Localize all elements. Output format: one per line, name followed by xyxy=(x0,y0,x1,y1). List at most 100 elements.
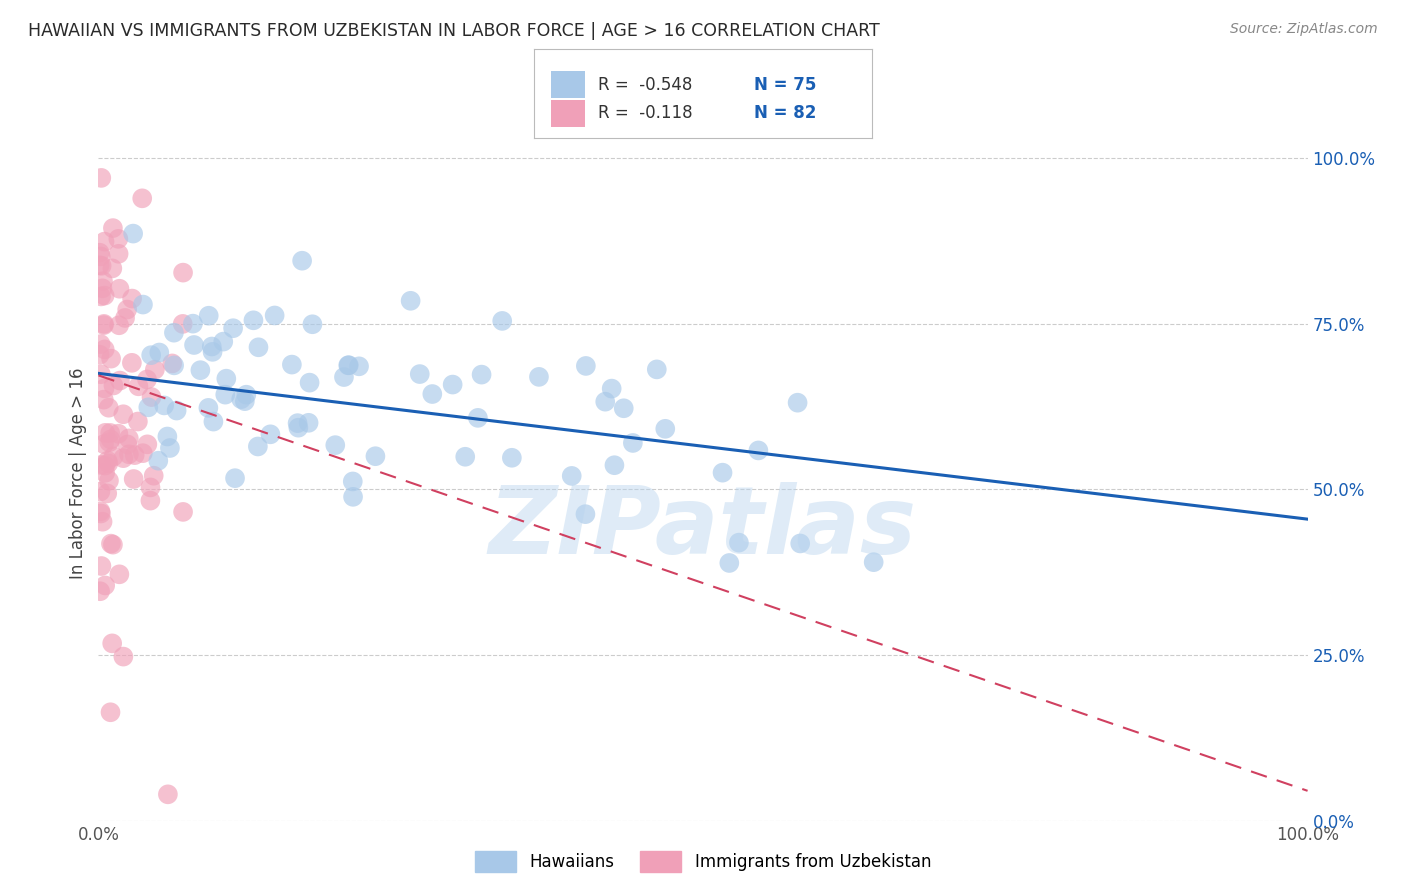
Point xyxy=(222,321,245,335)
Point xyxy=(471,368,494,382)
Point xyxy=(246,440,269,454)
Point xyxy=(94,578,117,592)
Point xyxy=(93,288,115,302)
Point xyxy=(613,401,636,416)
Point xyxy=(527,369,550,384)
Point xyxy=(156,788,179,802)
Point xyxy=(90,368,112,382)
Point xyxy=(90,507,112,521)
Point xyxy=(337,359,360,373)
Point xyxy=(101,538,124,552)
Point xyxy=(197,309,219,323)
Point xyxy=(364,449,387,463)
Point xyxy=(235,387,257,401)
Point xyxy=(297,416,319,430)
Point xyxy=(342,490,364,504)
Point xyxy=(107,426,129,441)
Point xyxy=(467,410,489,425)
Point xyxy=(142,468,165,483)
Point xyxy=(593,394,616,409)
Point xyxy=(93,392,115,407)
Point xyxy=(574,507,596,521)
Point xyxy=(789,536,811,550)
Point xyxy=(90,559,112,574)
Point xyxy=(259,427,281,442)
Point xyxy=(103,378,125,392)
Point xyxy=(93,235,115,249)
Point xyxy=(118,447,141,461)
Point xyxy=(112,649,135,664)
FancyBboxPatch shape xyxy=(551,100,585,127)
Point xyxy=(172,266,194,280)
Point xyxy=(214,387,236,401)
Point xyxy=(212,334,235,349)
Point xyxy=(101,221,124,235)
Point xyxy=(98,425,121,440)
Point xyxy=(132,446,155,460)
Point xyxy=(143,362,166,376)
Point xyxy=(93,317,115,331)
Point xyxy=(89,348,111,362)
Text: N = 82: N = 82 xyxy=(754,104,815,122)
Point xyxy=(747,443,769,458)
Point xyxy=(621,436,644,450)
Point xyxy=(862,555,884,569)
Point xyxy=(201,344,224,359)
Point xyxy=(711,466,734,480)
Point xyxy=(399,293,422,308)
Point xyxy=(127,415,149,429)
Point xyxy=(409,367,432,381)
Point xyxy=(163,326,186,340)
Point xyxy=(342,475,364,489)
Point xyxy=(172,505,194,519)
Point xyxy=(172,317,194,331)
Point xyxy=(159,441,181,455)
Point xyxy=(91,281,114,295)
Point xyxy=(101,636,124,650)
Point xyxy=(718,556,741,570)
Point xyxy=(90,458,112,472)
Point xyxy=(90,249,112,263)
Point xyxy=(786,395,808,409)
Point xyxy=(215,372,238,386)
Point xyxy=(122,227,145,241)
Point xyxy=(501,450,523,465)
Point xyxy=(247,340,270,354)
Point xyxy=(90,259,112,273)
Point xyxy=(91,515,114,529)
Point xyxy=(93,318,115,332)
Point xyxy=(298,376,321,390)
Legend: Hawaiians, Immigrants from Uzbekistan: Hawaiians, Immigrants from Uzbekistan xyxy=(468,845,938,879)
Text: N = 75: N = 75 xyxy=(754,76,815,94)
Point xyxy=(121,356,143,370)
Point xyxy=(231,392,253,406)
Point xyxy=(333,370,356,384)
Point xyxy=(117,437,139,451)
Point xyxy=(100,351,122,366)
Point xyxy=(728,535,751,549)
Point xyxy=(160,356,183,370)
Point xyxy=(121,292,143,306)
Point xyxy=(242,313,264,327)
Point xyxy=(97,401,120,415)
Point xyxy=(107,232,129,246)
Point xyxy=(97,454,120,468)
Point xyxy=(89,504,111,518)
Point xyxy=(148,453,170,467)
Point xyxy=(107,247,129,261)
Point xyxy=(645,362,668,376)
Point xyxy=(291,253,314,268)
Point xyxy=(136,437,159,451)
Point xyxy=(89,258,111,272)
Point xyxy=(224,471,246,485)
Point xyxy=(93,343,115,357)
Point xyxy=(100,706,122,720)
Point xyxy=(89,245,111,260)
Point xyxy=(112,451,135,466)
Point xyxy=(108,282,131,296)
Point xyxy=(114,310,136,325)
Point xyxy=(90,289,112,303)
Point xyxy=(148,345,170,359)
Point xyxy=(91,274,114,288)
Point xyxy=(561,469,583,483)
